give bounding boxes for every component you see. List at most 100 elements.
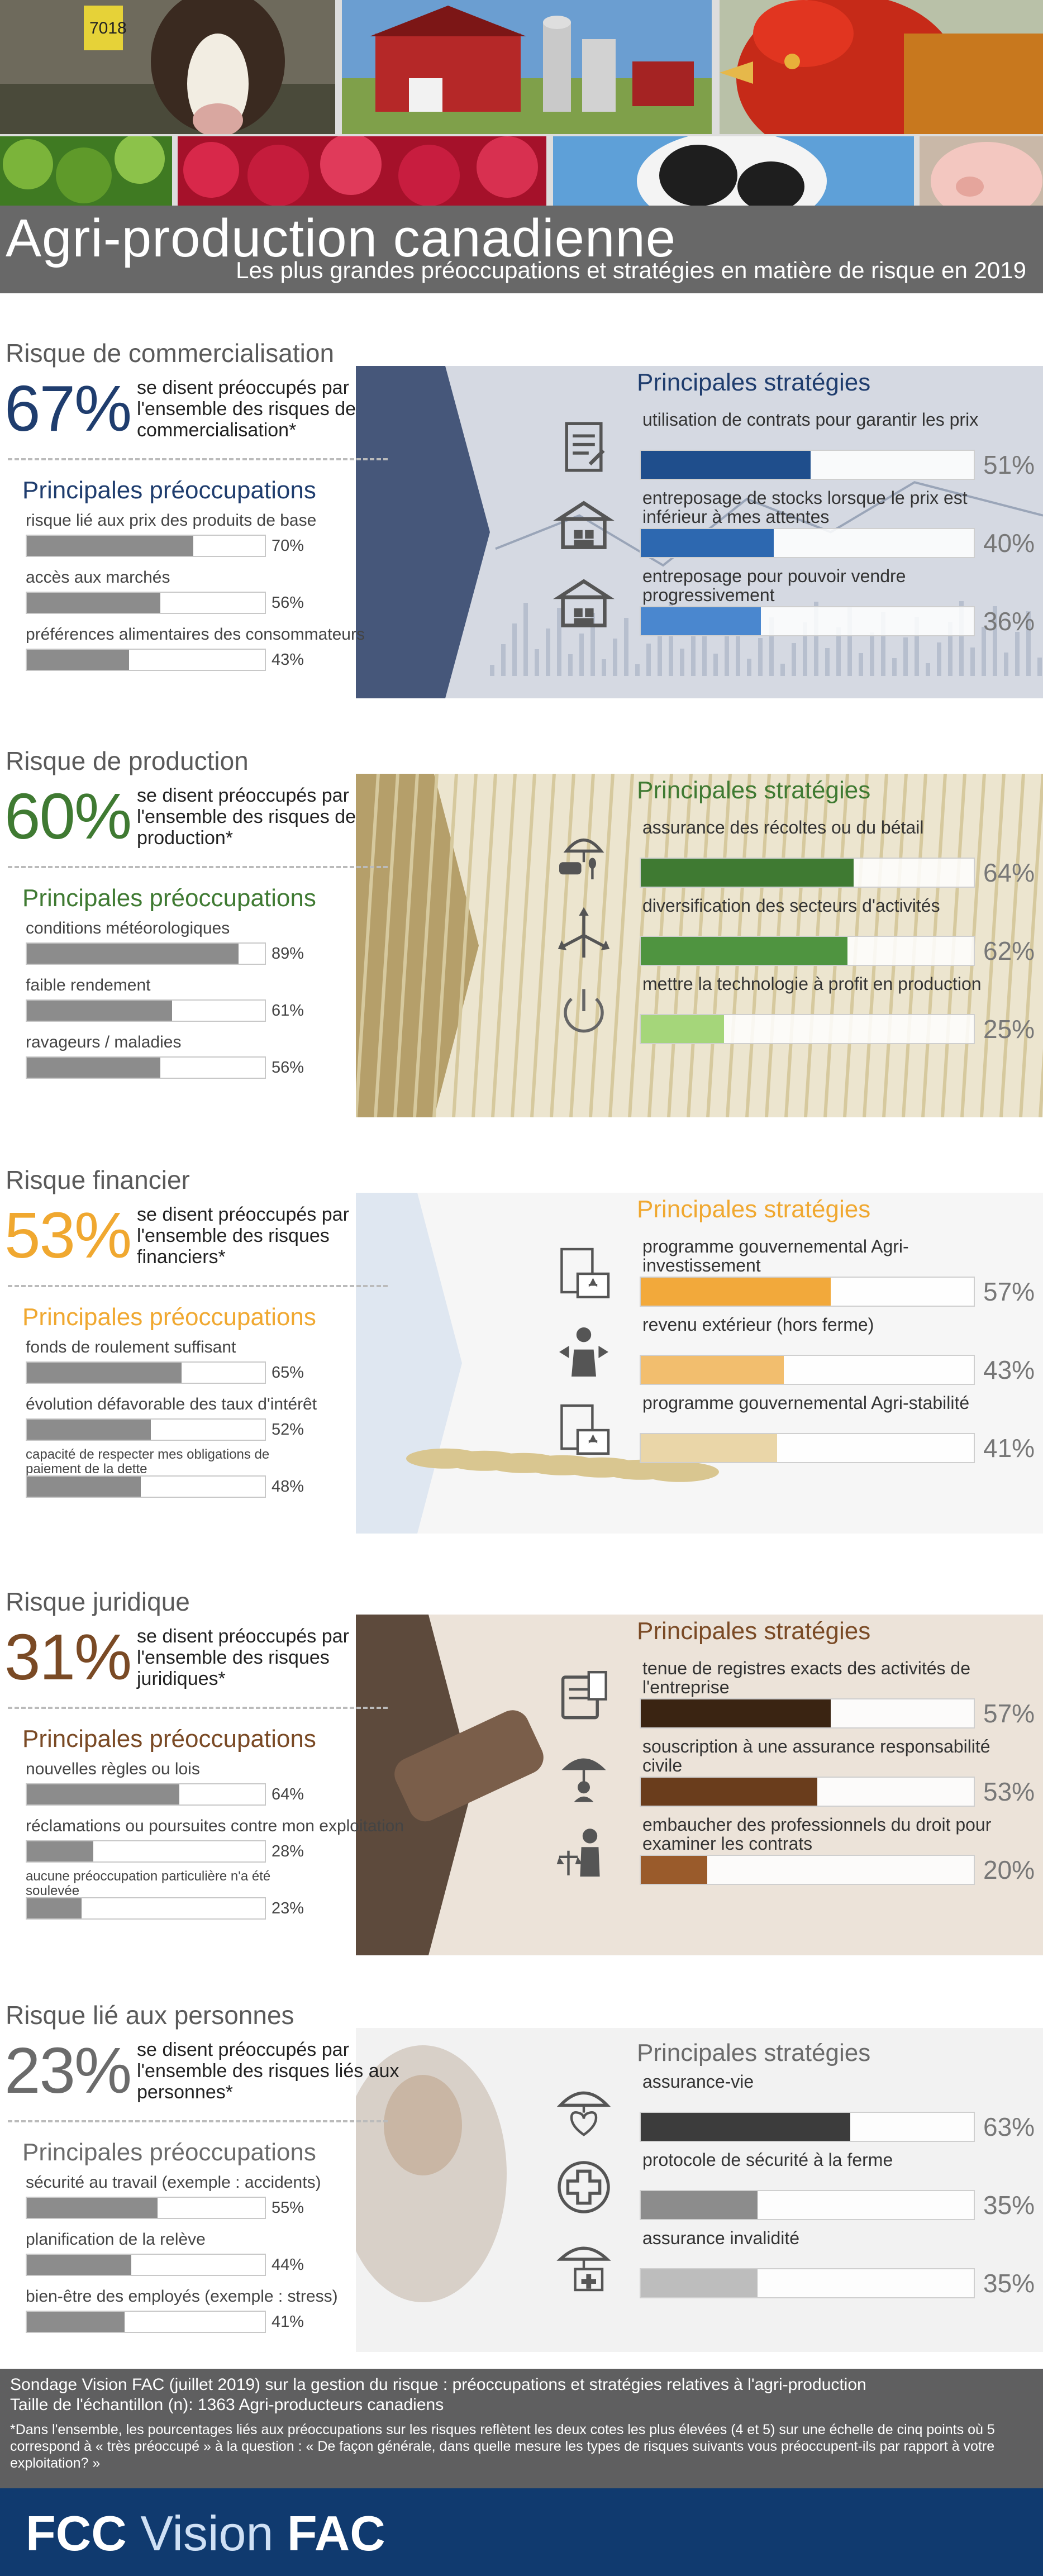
concern-percent: 89% — [272, 945, 304, 963]
strategies-title: Principales stratégies — [637, 369, 871, 396]
concern-bar — [26, 1475, 266, 1498]
strategy-bar-fill — [641, 2269, 758, 2297]
concern-percent: 44% — [272, 2256, 304, 2274]
concern-bar — [26, 2254, 266, 2276]
risk-section-commercialisation: Risque de commercialisation 67% se disent … — [0, 338, 1043, 710]
strategy-bar — [640, 1777, 975, 1807]
strategy-label: programme gouvernemental Agri-investisse… — [642, 1236, 909, 1275]
strategy-bar — [640, 936, 975, 966]
strategy-bar-fill — [641, 937, 847, 965]
strategy-label: tenue de registres exacts des activités … — [642, 1658, 970, 1697]
legal-professional-icon — [553, 1821, 615, 1883]
concern-bar — [26, 1783, 266, 1806]
concern-bar — [26, 1418, 266, 1441]
strategy-bar-fill — [641, 1356, 784, 1384]
concern-bar-fill — [27, 1058, 160, 1078]
strategy-bar-fill — [641, 1278, 831, 1306]
concern-bar — [26, 535, 266, 557]
strategy-label: protocole de sécurité à la ferme — [642, 2150, 893, 2170]
strategies-title: Principales stratégies — [637, 1196, 871, 1223]
strategy-percent: 35% — [983, 2191, 1035, 2220]
concern-percent: 43% — [272, 651, 304, 669]
concern-percent: 41% — [272, 2313, 304, 2331]
records-icon — [553, 1665, 615, 1726]
headline-description: se disent préoccupés par l'ensemble des … — [137, 1204, 349, 1268]
concern-bar — [26, 2311, 266, 2333]
headline-percent: 67% — [4, 372, 132, 445]
strategy-percent: 36% — [983, 607, 1035, 636]
dashed-divider — [8, 1285, 388, 1287]
fcc-vision-logo: FCC Vision FAC — [26, 2505, 385, 2562]
concern-percent: 48% — [272, 1478, 304, 1496]
strategy-bar-fill — [641, 1015, 724, 1043]
concern-bar — [26, 649, 266, 671]
strategy-percent: 20% — [983, 1855, 1035, 1884]
strategy-label: assurance des récoltes ou du bétail — [642, 817, 924, 837]
concern-bar — [26, 942, 266, 965]
storage-barn-icon — [553, 494, 615, 556]
dashed-divider — [8, 2120, 388, 2122]
ear-tag-number: 7018 — [89, 19, 127, 37]
strategy-bar — [640, 1014, 975, 1044]
strategy-bar — [640, 528, 975, 558]
brand-fac: FAC — [287, 2506, 385, 2561]
section-title: Risque de production — [6, 746, 249, 775]
concern-bar-fill — [27, 2198, 158, 2218]
concern-bar-fill — [27, 944, 239, 964]
concern-bar-fill — [27, 593, 160, 613]
dashed-divider — [8, 1707, 388, 1709]
brand-bar: FCC Vision FAC — [0, 2488, 1043, 2576]
strategy-bar — [640, 1698, 975, 1729]
strategy-bar-fill — [641, 1856, 708, 1884]
concern-label: réclamations ou poursuites contre mon ex… — [26, 1817, 404, 1835]
concern-label: ravageurs / maladies — [26, 1033, 182, 1051]
concern-bar — [26, 1056, 266, 1079]
government-program-icon — [553, 1399, 615, 1461]
headline-percent: 31% — [4, 1621, 132, 1693]
brand-fcc: FCC — [26, 2506, 127, 2561]
concern-label: accès aux marchés — [26, 568, 170, 587]
strategy-percent: 51% — [983, 450, 1035, 479]
section-title: Risque de commercialisation — [6, 339, 335, 368]
strategy-bar-fill — [641, 451, 811, 479]
strategy-bar — [640, 1855, 975, 1885]
strategies-title: Principales stratégies — [637, 1617, 871, 1645]
strategy-percent: 62% — [983, 936, 1035, 965]
strategy-percent: 41% — [983, 1434, 1035, 1463]
raspberries-photo — [178, 136, 546, 206]
concern-bar-fill — [27, 1841, 94, 1861]
strategy-bar-fill — [641, 1699, 831, 1727]
risk-section-juridique: Risque juridique 31% se disent préoccupés … — [0, 1587, 1043, 1966]
concern-label: nouvelles règles ou lois — [26, 1760, 200, 1778]
strategy-bar-fill — [641, 2113, 851, 2141]
sample-size: Taille de l'échantillon (n): 1363 Agri-p… — [10, 2396, 444, 2414]
strategy-bar — [640, 2268, 975, 2298]
concern-bar-fill — [27, 1477, 141, 1497]
title-band — [0, 206, 1043, 293]
strategy-label: mettre la technologie à profit en produc… — [642, 974, 982, 994]
concern-label: risque lié aux prix des produits de base — [26, 511, 317, 530]
risk-section-financier: Risque financier 53% se disent préoccupés … — [0, 1165, 1043, 1545]
concern-bar-fill — [27, 1784, 179, 1804]
strategy-bar — [640, 1277, 975, 1307]
strategy-label: assurance-vie — [642, 2072, 754, 2092]
headline-percent: 60% — [4, 780, 132, 853]
strategy-percent: 35% — [983, 2269, 1035, 2298]
strategy-bar-fill — [641, 1434, 778, 1462]
brand-vision: Vision — [140, 2506, 274, 2561]
disability-insurance-icon — [553, 2235, 615, 2296]
concern-bar-fill — [27, 2255, 132, 2275]
strategy-bar-fill — [641, 529, 774, 557]
strategy-bar-fill — [641, 607, 761, 635]
strategy-percent: 64% — [983, 858, 1035, 887]
headline-description: se disent préoccupés par l'ensemble des … — [137, 785, 356, 849]
strategy-label: entreposage de stocks lorsque le prix es… — [642, 488, 968, 527]
strategy-label: assurance invalidité — [642, 2228, 800, 2248]
power-icon — [553, 980, 615, 1042]
headline-percent: 23% — [4, 2034, 132, 2107]
concern-label: planification de la relève — [26, 2230, 206, 2249]
strategy-label: souscription à une assurance responsabil… — [642, 1736, 990, 1775]
strategies-title: Principales stratégies — [637, 777, 871, 804]
strategy-bar-fill — [641, 859, 854, 887]
life-insurance-icon — [553, 2078, 615, 2140]
